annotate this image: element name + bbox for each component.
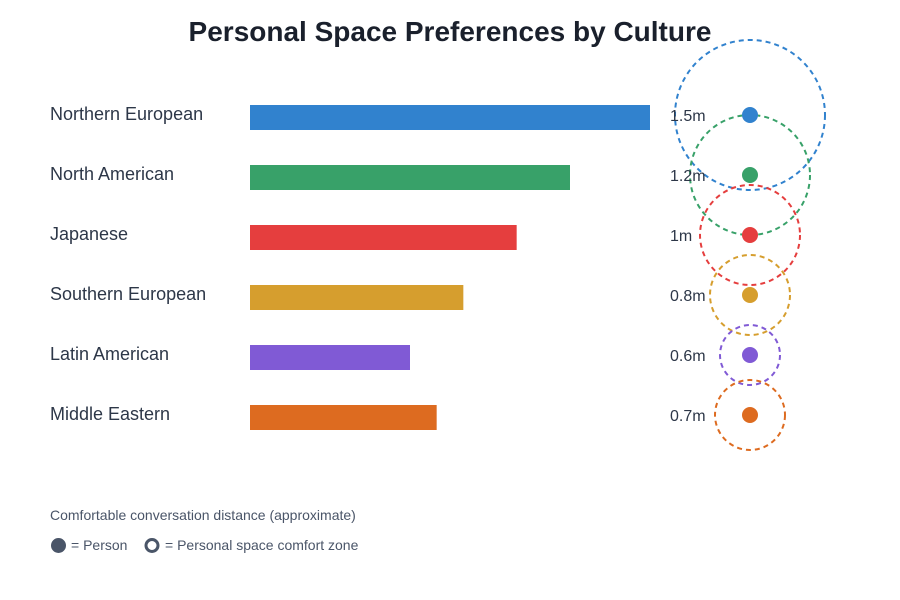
person-dot	[742, 107, 758, 123]
bar	[250, 105, 650, 130]
bar	[250, 225, 517, 250]
category-label: Southern European	[50, 284, 206, 304]
person-dot	[742, 167, 758, 183]
comfort-zone-icon	[144, 538, 160, 553]
value-label: 1.5m	[670, 108, 706, 125]
person-dot	[742, 407, 758, 423]
comfort-zone-circle	[719, 324, 781, 386]
chart-title: Personal Space Preferences by Culture	[189, 16, 712, 47]
comfort-zone-circle	[699, 184, 801, 286]
comfort-zone-circle	[709, 254, 791, 336]
value-label: 0.7m	[670, 408, 706, 425]
person-icon	[51, 538, 66, 553]
caption: Comfortable conversation distance (appro…	[50, 507, 356, 523]
person-dot	[742, 347, 758, 363]
value-label: 1.2m	[670, 168, 706, 185]
category-label: Japanese	[50, 224, 128, 244]
person-dot	[742, 287, 758, 303]
bar	[250, 405, 437, 430]
category-label: Middle Eastern	[50, 404, 170, 424]
bar	[250, 165, 570, 190]
comfort-zone-circle	[714, 379, 786, 451]
bar	[250, 345, 410, 370]
category-label: North American	[50, 164, 174, 184]
value-label: 1m	[670, 228, 692, 245]
value-label: 0.6m	[670, 348, 706, 365]
bar	[250, 285, 464, 310]
legend-zone-label: = Personal space comfort zone	[165, 537, 359, 553]
value-label: 0.8m	[670, 288, 706, 305]
category-label: Latin American	[50, 344, 169, 364]
category-label: Northern European	[50, 104, 203, 124]
legend-person-label: = Person	[71, 537, 127, 553]
comfort-zone-circle	[674, 39, 826, 191]
person-dot	[742, 227, 758, 243]
legend: = Person = Personal space comfort zone	[51, 537, 359, 553]
